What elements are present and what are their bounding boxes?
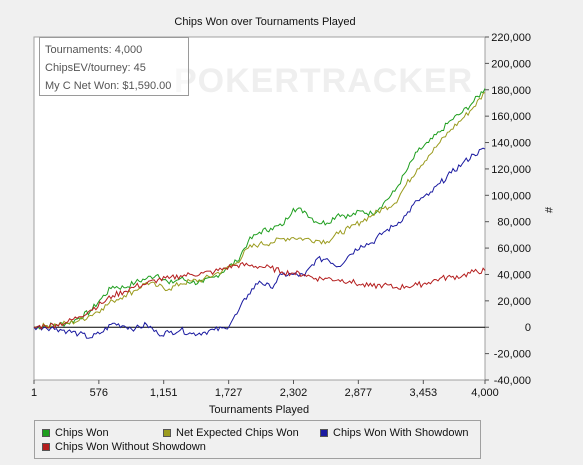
x-axis-label: Tournaments Played — [209, 404, 309, 416]
series-line-3 — [34, 262, 486, 330]
y-tick-label: -20,000 — [494, 349, 531, 361]
y-tick-label: 140,000 — [491, 138, 531, 150]
y-tick-label: 200,000 — [491, 58, 531, 70]
info-tournaments: Tournaments: 4,000 — [45, 44, 143, 56]
legend-label-with-showdown: Chips Won With Showdown — [333, 427, 469, 439]
legend-swatch-without-showdown — [42, 443, 50, 451]
series-group — [33, 88, 486, 339]
info-box: Tournaments: 4,000 ChipsEV/tourney: 45 M… — [39, 37, 189, 96]
y-tick-label: 80,000 — [497, 217, 531, 229]
legend-item-net-expected: Net Expected Chips Won — [163, 427, 299, 439]
chart-title: Chips Won over Tournaments Played — [174, 16, 355, 28]
legend-item-without-showdown: Chips Won Without Showdown — [42, 441, 206, 453]
y-tick-label: 100,000 — [491, 190, 531, 202]
x-tick-label: 3,453 — [410, 387, 438, 399]
y-tick-label: 60,000 — [497, 243, 531, 255]
legend-item-chips-won: Chips Won — [42, 427, 109, 439]
legend: Chips Won Net Expected Chips Won Chips W… — [34, 420, 481, 459]
y-tick-label: 220,000 — [491, 32, 531, 44]
x-tick-label: 4,000 — [471, 387, 499, 399]
info-net-won: My C Net Won: $1,590.00 — [45, 80, 172, 92]
y-tick-label: 160,000 — [491, 111, 531, 123]
x-tick-label: 1,151 — [150, 387, 178, 399]
legend-swatch-net-expected — [163, 429, 171, 437]
legend-swatch-with-showdown — [320, 429, 328, 437]
y-tick-label: -40,000 — [494, 375, 531, 387]
series-line-2 — [33, 147, 486, 339]
legend-label-without-showdown: Chips Won Without Showdown — [55, 441, 206, 453]
y-tick-label: 120,000 — [491, 164, 531, 176]
series-line-0 — [33, 88, 486, 330]
y-axis-label: # — [542, 207, 554, 214]
watermark: POKERTRACKER — [174, 62, 474, 100]
legend-swatch-chips-won — [42, 429, 50, 437]
x-tick-label: 576 — [90, 387, 108, 399]
x-tick-label: 1,727 — [215, 387, 243, 399]
x-tick-label: 2,877 — [345, 387, 373, 399]
y-tick-label: 180,000 — [491, 85, 531, 97]
y-tick-label: 20,000 — [497, 296, 531, 308]
y-tick-label: 0 — [525, 322, 531, 334]
info-chipsev: ChipsEV/tourney: 45 — [45, 62, 146, 74]
x-tick-label: 2,302 — [280, 387, 308, 399]
series-line-1 — [33, 91, 486, 331]
x-tick-label: 1 — [31, 387, 37, 399]
legend-label-chips-won: Chips Won — [55, 427, 109, 439]
legend-label-net-expected: Net Expected Chips Won — [176, 427, 299, 439]
axis-ticks: 1 576 1,151 1,727 2,302 2,877 3,453 4,000-40,00… — [31, 32, 531, 399]
y-tick-label: 40,000 — [497, 269, 531, 281]
legend-item-with-showdown: Chips Won With Showdown — [320, 427, 469, 439]
